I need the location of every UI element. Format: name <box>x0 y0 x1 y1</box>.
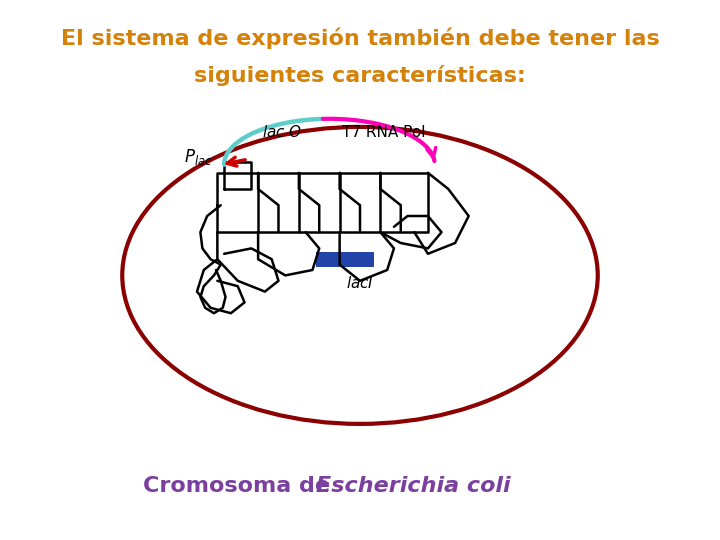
Text: siguientes características:: siguientes características: <box>194 65 526 86</box>
Text: $P_{lac}$: $P_{lac}$ <box>184 146 212 167</box>
Text: $lac\ O$: $lac\ O$ <box>262 124 302 140</box>
Text: T7 RNA Pol: T7 RNA Pol <box>342 125 426 140</box>
Text: $lacI$: $lacI$ <box>346 275 374 292</box>
Text: Cromosoma de: Cromosoma de <box>143 476 338 496</box>
Text: El sistema de expresión también debe tener las: El sistema de expresión también debe ten… <box>60 27 660 49</box>
Text: Escherichia coli: Escherichia coli <box>316 476 510 496</box>
Bar <box>316 252 374 267</box>
